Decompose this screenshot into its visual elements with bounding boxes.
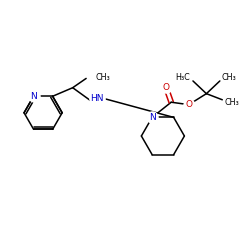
Text: CH₃: CH₃ [96,73,110,82]
Text: CH₃: CH₃ [224,98,239,107]
Text: CH₃: CH₃ [222,73,236,82]
Text: N: N [30,92,37,101]
Text: N: N [149,113,156,122]
Text: HN: HN [90,94,104,103]
Text: O: O [162,82,169,92]
Text: H₃C: H₃C [175,73,190,82]
Text: O: O [185,100,192,109]
